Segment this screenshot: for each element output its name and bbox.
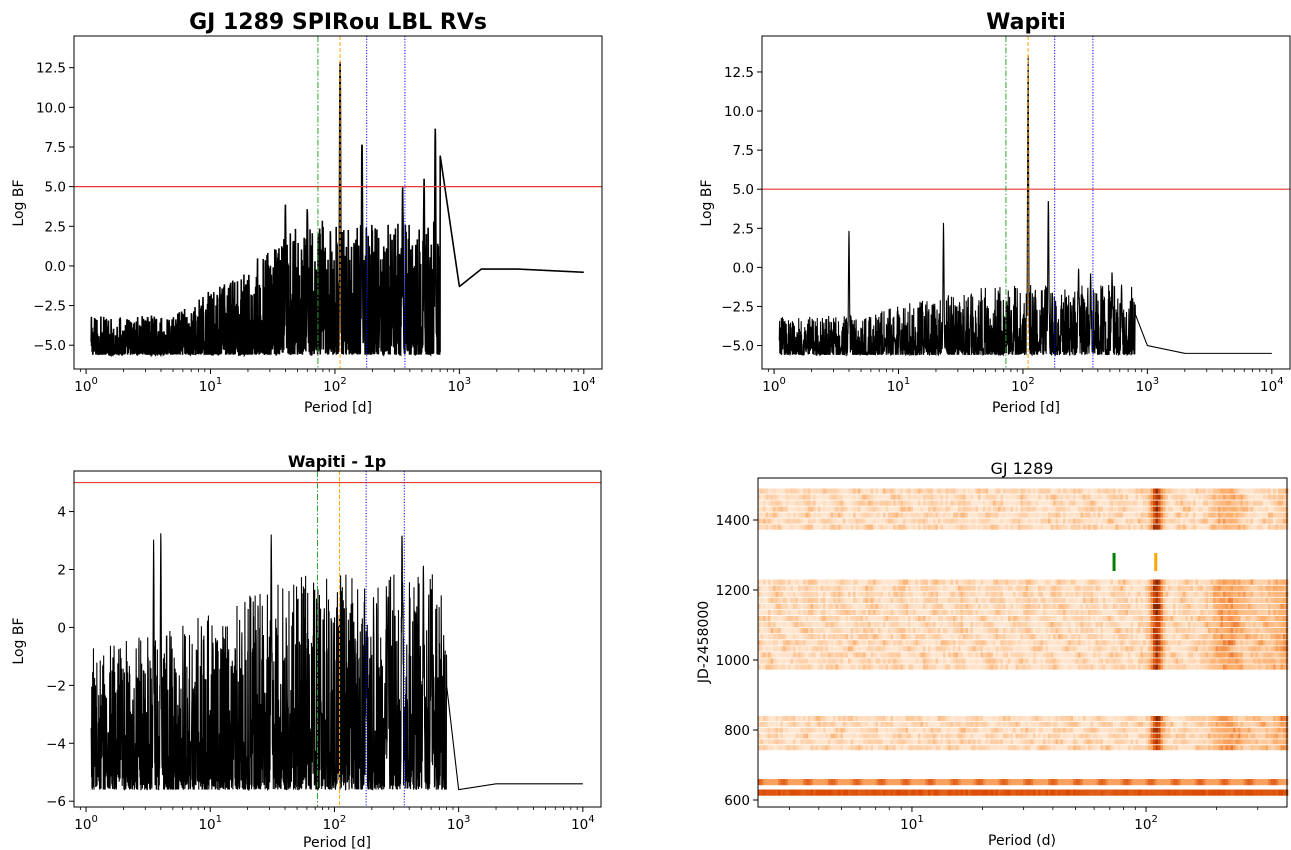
panel-4-ylabel: JD-2458000 bbox=[696, 601, 712, 684]
panel-2-title: Wapiti bbox=[986, 10, 1066, 35]
y-tick-label: 7.5 bbox=[45, 140, 66, 156]
y-tick-label: 10.0 bbox=[724, 104, 754, 120]
y-tick-label: 800 bbox=[724, 723, 750, 739]
y-tick-label: −5.0 bbox=[33, 338, 66, 354]
heatmap-block bbox=[758, 488, 1289, 530]
y-tick-label: 5.0 bbox=[733, 182, 754, 198]
x-tick-label: 101 bbox=[900, 814, 924, 833]
heatmap-block bbox=[758, 579, 1289, 670]
y-tick-label: 4 bbox=[57, 505, 66, 521]
panel-1-plot: 100 101 102 103 104 −5.0 −2.5 0.0 2.5 5.0 7.5 10.0 1… bbox=[33, 35, 603, 395]
heatmap-block bbox=[758, 716, 1289, 751]
x-tick-label: 100 bbox=[74, 376, 98, 395]
y-tick-label: −6 bbox=[46, 794, 66, 810]
panel-3-title: Wapiti - 1p bbox=[288, 452, 386, 471]
panel-2: Wapiti 100 101 102 103 104 −5.0 −2.5 0.0 2.5 5.0 7… bbox=[699, 10, 1291, 416]
x-tick-label: 102 bbox=[323, 376, 347, 395]
panel-4-title: GJ 1289 bbox=[991, 459, 1054, 478]
x-tick-label: 102 bbox=[323, 814, 347, 833]
x-tick-label: 101 bbox=[198, 814, 222, 833]
panel-4: GJ 1289 101 102 600 800 1000 1200 1400 Period … bbox=[696, 459, 1289, 849]
panel-3-plot: 100 101 102 103 104 −6 −4 −2 0 2 4 bbox=[46, 470, 602, 833]
x-tick-label: 103 bbox=[1136, 376, 1160, 395]
panel-2-xlabel: Period [d] bbox=[992, 400, 1060, 416]
panel-3-xlabel: Period [d] bbox=[303, 835, 371, 850]
x-tick-label: 103 bbox=[447, 814, 471, 833]
y-tick-label: 1400 bbox=[716, 513, 750, 529]
y-tick-label: −4 bbox=[46, 736, 66, 752]
x-tick-label: 100 bbox=[762, 376, 786, 395]
x-tick-label: 103 bbox=[448, 376, 472, 395]
panel-2-plot: 100 101 102 103 104 −5.0 −2.5 0.0 2.5 5.0 7.5 10.0 1… bbox=[721, 35, 1291, 395]
y-tick-label: 600 bbox=[724, 793, 750, 809]
y-tick-label: −2.5 bbox=[721, 299, 754, 315]
y-tick-label: 10.0 bbox=[36, 100, 66, 116]
panel-2-ylabel: Log BF bbox=[699, 179, 715, 226]
panel-4-plot: 101 102 600 800 1000 1200 1400 bbox=[716, 477, 1289, 833]
y-tick-label: 12.5 bbox=[36, 61, 66, 77]
x-tick-label: 101 bbox=[199, 376, 223, 395]
y-tick-label: 0 bbox=[57, 620, 66, 636]
x-tick-label: 104 bbox=[572, 376, 596, 395]
y-tick-label: −2.5 bbox=[33, 299, 66, 315]
panel-1-title: GJ 1289 SPIRou LBL RVs bbox=[189, 10, 487, 35]
heatmap-block bbox=[758, 789, 1289, 796]
panel-3-ylabel: Log BF bbox=[11, 617, 27, 664]
x-tick-label: 100 bbox=[74, 814, 98, 833]
x-tick-label: 104 bbox=[571, 814, 595, 833]
y-tick-label: 7.5 bbox=[733, 143, 754, 159]
series-line bbox=[90, 61, 584, 358]
axes-frame bbox=[761, 35, 1291, 370]
panel-1-xlabel: Period [d] bbox=[304, 400, 372, 416]
y-tick-label: −5.0 bbox=[721, 339, 754, 355]
y-tick-label: 0.0 bbox=[45, 259, 66, 275]
heatmap-block bbox=[758, 779, 1289, 786]
y-tick-label: 12.5 bbox=[724, 65, 754, 81]
panel-3: Wapiti - 1p 100 101 102 103 104 −6 −4 −2 0 2 4 Per… bbox=[11, 452, 602, 850]
y-tick-label: −2 bbox=[46, 678, 66, 694]
series-line bbox=[778, 55, 1272, 357]
axes-frame bbox=[757, 477, 1288, 808]
y-tick-label: 1000 bbox=[716, 653, 750, 669]
series-line bbox=[90, 533, 583, 791]
panel-1: GJ 1289 SPIRou LBL RVs 100 101 102 103 104 −5… bbox=[11, 10, 603, 416]
axes-frame bbox=[73, 470, 602, 808]
panel-4-xlabel: Period (d) bbox=[988, 833, 1056, 849]
y-tick-label: 2 bbox=[57, 562, 66, 578]
x-tick-label: 102 bbox=[1134, 814, 1158, 833]
x-tick-label: 102 bbox=[1011, 376, 1035, 395]
panel-1-ylabel: Log BF bbox=[11, 179, 27, 226]
y-tick-label: 2.5 bbox=[45, 219, 66, 235]
x-tick-label: 101 bbox=[887, 376, 911, 395]
axes-frame bbox=[73, 35, 603, 370]
y-tick-label: 5.0 bbox=[45, 180, 66, 196]
x-tick-label: 104 bbox=[1260, 376, 1284, 395]
y-tick-label: 2.5 bbox=[733, 221, 754, 237]
y-tick-label: 0.0 bbox=[733, 260, 754, 276]
y-tick-label: 1200 bbox=[716, 583, 750, 599]
